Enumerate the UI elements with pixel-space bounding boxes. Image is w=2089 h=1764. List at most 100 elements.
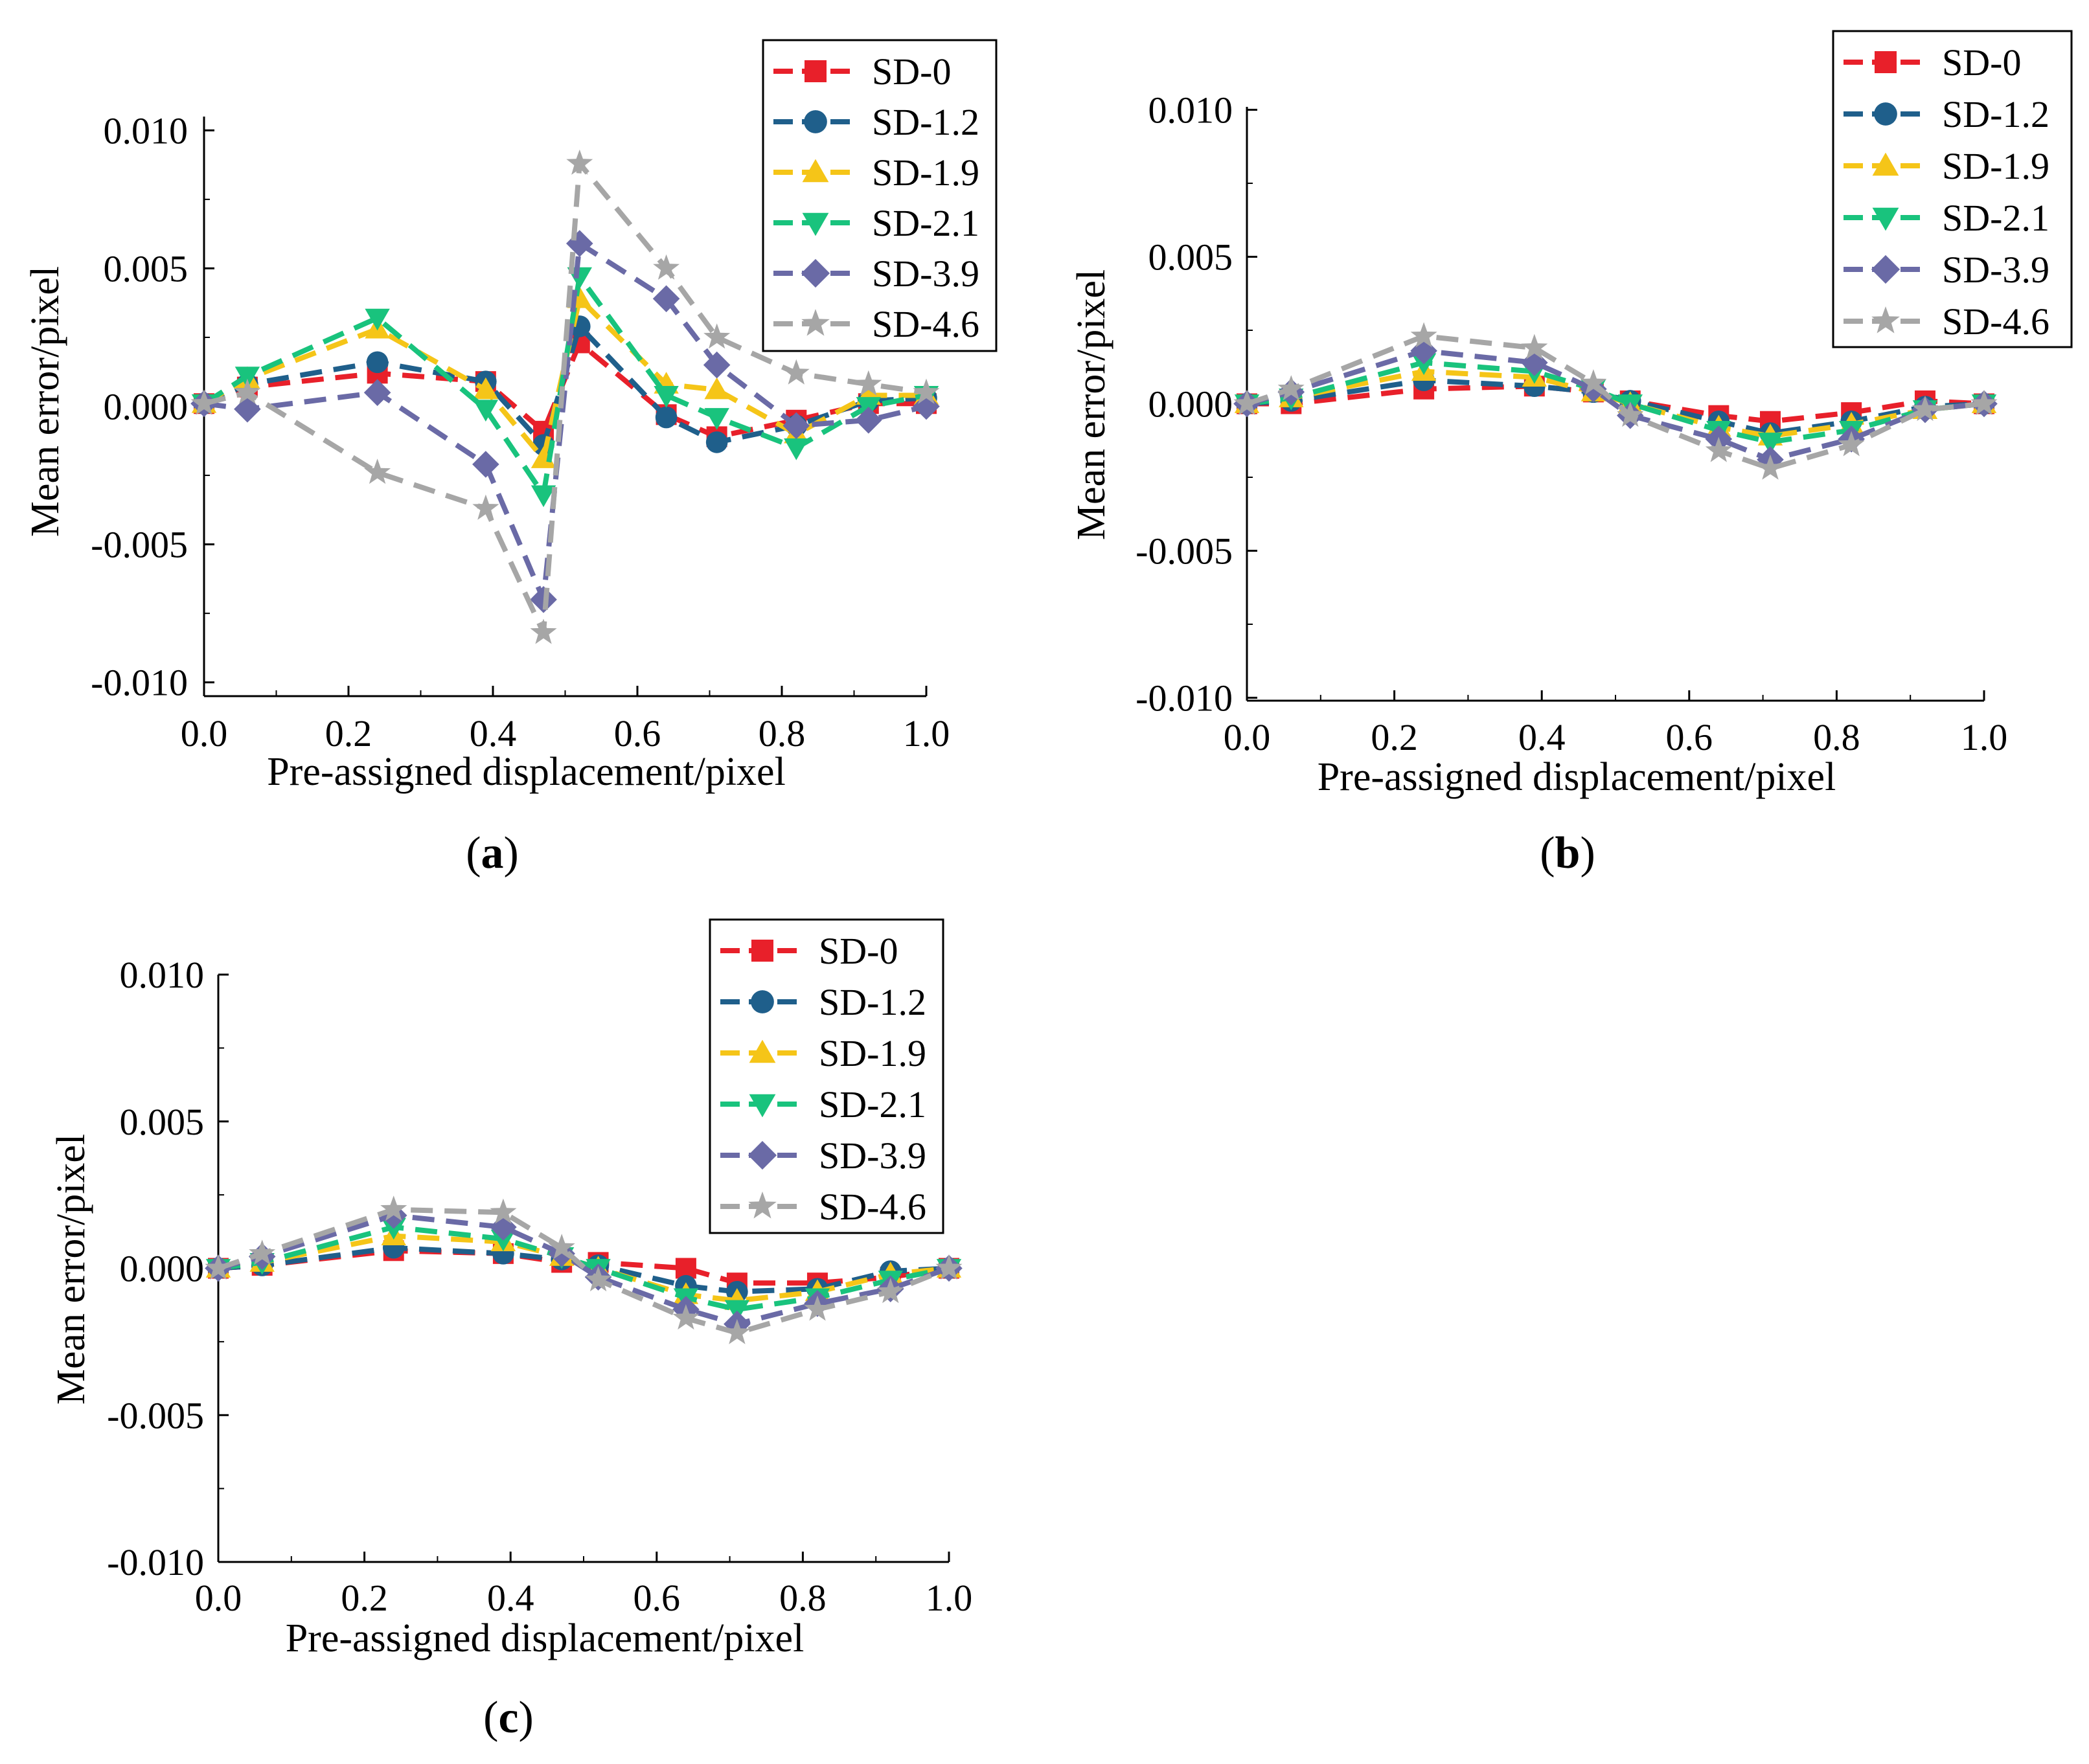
legend: SD-0 SD-1.2 SD-1.9 SD-2.1 SD-3.9 SD-4.6 [709,918,944,1234]
chart-panel-b: 0.0 0.2 0.4 0.6 0.8 1.0 0.010 0.005 0.000 -0.005 -… [1069,30,2073,878]
y-tick-label: 0.000 [104,386,188,428]
data-point [913,378,940,404]
data-point [652,285,680,313]
legend-box [762,39,998,352]
x-tick-label: 1.0 [1961,716,2008,758]
y-tick-label: -0.005 [1136,530,1233,572]
legend-label: SD-4.6 [872,303,979,345]
x-tick-label: 1.0 [926,1577,973,1619]
data-point [490,1198,517,1224]
legend-marker [1872,152,1899,176]
data-point [782,412,810,440]
data-point [913,392,940,420]
legend-marker [748,1192,777,1219]
data-point [472,451,499,478]
legend-item: SD-0 [773,51,951,93]
data-point [1277,375,1305,401]
data-point [1521,349,1548,376]
data-point [705,431,728,453]
data-point [784,438,809,460]
legend-label: SD-0 [819,930,898,972]
data-point [653,254,680,280]
legend-marker [1871,306,1900,334]
legend-label: SD-1.2 [1942,93,2049,135]
data-point [1521,334,1548,359]
x-tick-label: 0.6 [614,712,661,754]
legend: SD-0 SD-1.2 SD-1.9 SD-2.1 SD-3.9 SD-4.6 [762,39,998,352]
legend-item: SD-1.2 [773,101,979,143]
x-tick-label: 0.6 [634,1577,681,1619]
legend-item: SD-1.2 [1844,93,2049,135]
series-line [1246,348,1985,462]
data-point [1757,454,1784,480]
series-line [217,1212,950,1327]
legend-marker [801,258,830,288]
legend-item: SD-3.9 [720,1135,926,1177]
x-tick-label: 0.0 [195,1577,242,1619]
x-tick-label: 0.2 [1371,716,1418,758]
legend-marker [1872,207,1899,231]
legend-item: SD-1.9 [720,1032,926,1074]
y-tick-label: 0.005 [120,1101,205,1143]
data-point [877,1278,904,1304]
x-tick-label: 1.0 [903,712,950,754]
data-point [855,370,882,396]
y-tick-label: -0.010 [1136,677,1233,719]
y-tick-label: 0.010 [120,954,205,996]
series-SD-4.6 [205,1195,963,1344]
legend-label: SD-2.1 [819,1083,926,1125]
legend-label: SD-4.6 [819,1186,926,1228]
data-point [703,351,731,379]
legend-label: SD-4.6 [1942,300,2049,343]
data-point [190,389,218,415]
x-tick-label: 0.8 [1813,716,1860,758]
legend-marker [801,309,830,336]
legend-item: SD-1.9 [1844,145,2049,187]
data-point [1912,396,1939,422]
x-tick-label: 0.4 [487,1577,534,1619]
data-point [234,395,261,423]
data-point [1970,389,1998,415]
data-point [1705,436,1732,462]
y-tick-label: -0.005 [107,1394,204,1436]
y-axis-label: Mean error/pixel [1069,269,1113,540]
series-line [1246,359,1985,445]
x-tick-label: 0.6 [1666,716,1713,758]
chart-panel-a: 0.0 0.2 0.4 0.6 0.8 1.0 0.010 0.005 0.000 -0.005 -… [23,39,998,878]
legend: SD-0 SD-1.2 SD-1.9 SD-2.1 SD-3.9 SD-4.6 [1832,30,2073,348]
data-point [530,618,557,644]
x-axis-label: Pre-assigned displacement/pixel [1318,755,1836,799]
x-tick-label: 0.8 [779,1577,827,1619]
legend-label: SD-3.9 [872,253,979,295]
legend-marker [1871,254,1901,284]
y-tick-label: 0.000 [120,1248,205,1290]
legend-label: SD-3.9 [819,1135,926,1177]
panel-caption: (c) [483,1693,534,1743]
panel-caption: (b) [1540,828,1595,878]
series-line [203,323,927,448]
legend-marker [749,1039,776,1063]
x-tick-label: 0.0 [1224,716,1271,758]
legend-label: SD-1.2 [819,981,926,1023]
legend-item: SD-0 [1844,41,2021,84]
series-SD-4.6 [190,149,940,644]
y-tick-label: 0.000 [1148,383,1233,425]
x-tick-label: 0.2 [325,712,372,754]
y-tick-label: 0.005 [104,247,188,289]
legend-label: SD-1.9 [1942,145,2049,187]
legend-label: SD-1.2 [872,101,979,143]
y-tick-label: 0.005 [1148,236,1233,278]
data-point [548,1234,575,1260]
data-point [365,308,390,331]
legend-label: SD-1.9 [872,152,979,194]
legend-marker [1874,102,1897,126]
y-tick-label: -0.005 [91,524,188,566]
data-point [585,1266,612,1292]
legend-label: SD-3.9 [1942,249,2049,291]
legend-marker [804,110,827,133]
legend-item: SD-2.1 [720,1083,926,1125]
legend-label: SD-1.9 [819,1032,926,1074]
data-point [566,149,593,175]
chart-panel-c: 0.0 0.2 0.4 0.6 0.8 1.0 0.010 0.005 0.000 -0.005 -… [49,918,973,1743]
data-point [249,1239,276,1265]
